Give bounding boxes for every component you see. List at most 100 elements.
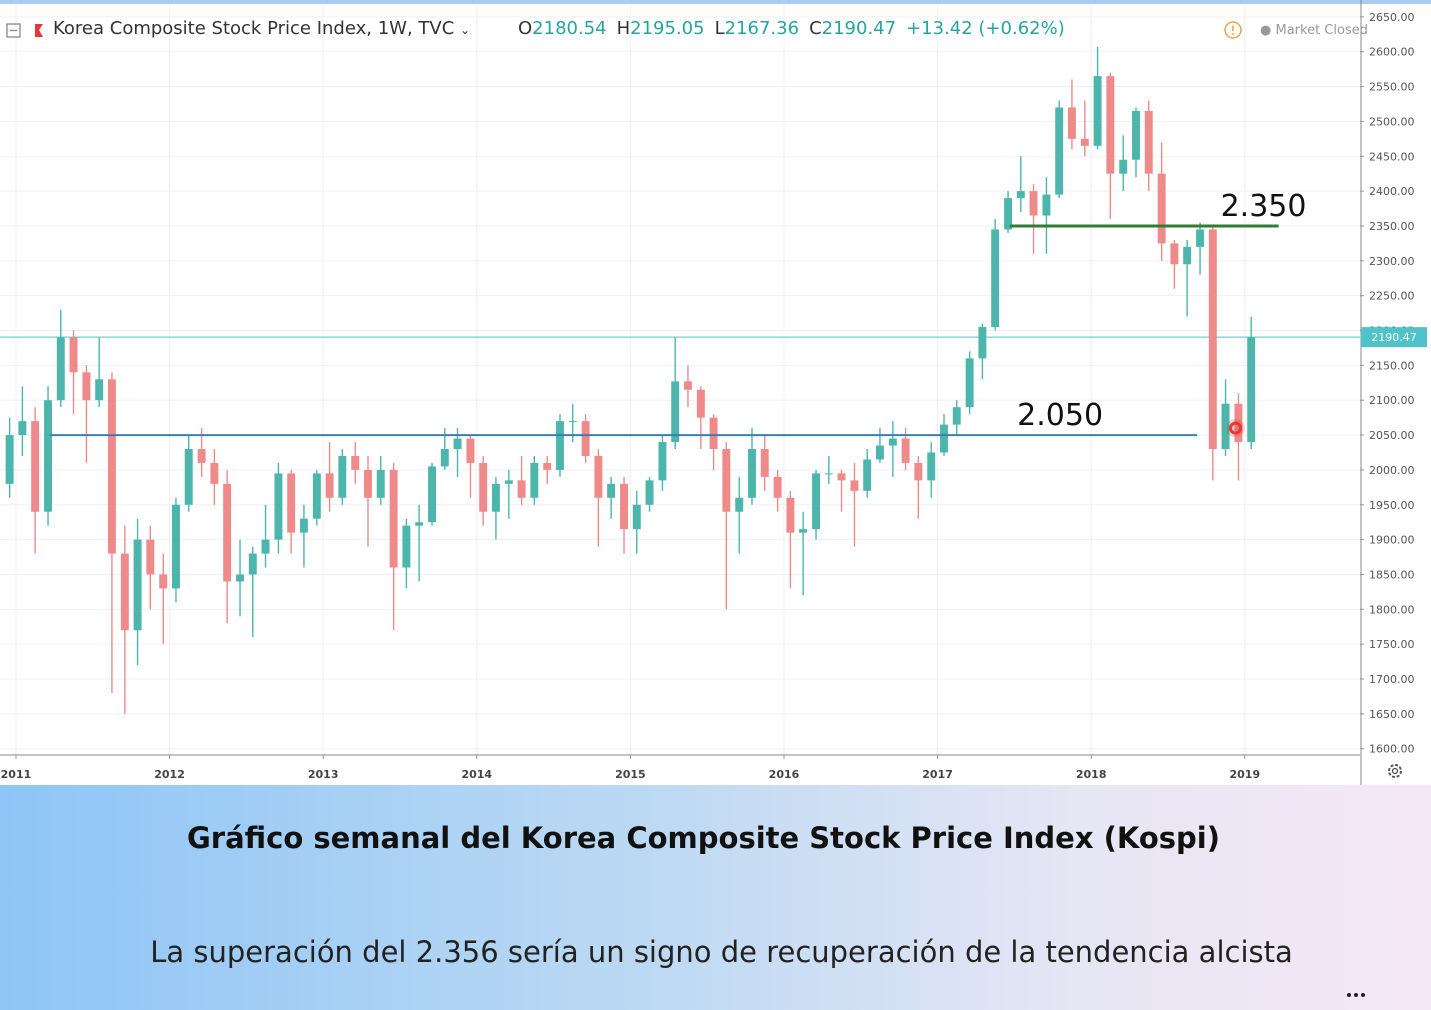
candle-body: [1132, 110, 1140, 160]
y-tick-label: 2600.00: [1369, 46, 1415, 59]
candle-body: [1208, 229, 1217, 450]
y-tick-label: 2450.00: [1369, 150, 1415, 163]
candle-body: [722, 449, 731, 512]
candle-body: [927, 452, 936, 481]
y-tick-label: 1900.00: [1369, 534, 1415, 547]
candle-body: [18, 421, 27, 436]
candle-body: [428, 466, 437, 523]
candle-body: [261, 539, 270, 554]
y-tick-label: 1650.00: [1369, 708, 1415, 721]
dropdown-caret: ⌄: [460, 23, 471, 37]
candle-body: [1067, 107, 1076, 139]
y-tick-label: 2500.00: [1369, 115, 1415, 128]
candle-body: [901, 438, 910, 463]
y-tick-label: 2300.00: [1369, 255, 1415, 268]
more-dot: [1361, 993, 1365, 997]
price-label-box: [1361, 327, 1427, 348]
more-icon[interactable]: [1345, 990, 1375, 1000]
x-tick-label: 2013: [308, 768, 339, 781]
x-tick-label: 2012: [154, 768, 185, 781]
market-status: ● Market Closed: [1260, 23, 1368, 38]
candle-body: [671, 381, 680, 443]
y-tick-label: 1800.00: [1369, 603, 1415, 616]
y-tick-label: 1950.00: [1369, 499, 1415, 512]
candle-body: [735, 497, 744, 512]
candle-body: [875, 445, 884, 460]
caption-subtitle: La superación del 2.356 sería un signo d…: [150, 935, 1293, 969]
candle-body: [159, 574, 168, 589]
y-tick-label: 2350.00: [1369, 220, 1415, 233]
symbol-text: Korea Composite Stock Price Index, 1W, T…: [53, 18, 455, 39]
caption-title: Gráfico semanal del Korea Composite Stoc…: [187, 821, 1220, 855]
candle-body: [236, 574, 244, 582]
candle-body: [504, 480, 513, 484]
y-tick-label: 2550.00: [1369, 81, 1415, 94]
y-tick-label: 1850.00: [1369, 568, 1415, 581]
candle-body: [1055, 107, 1064, 195]
candle-body: [1247, 337, 1256, 443]
candle-body: [31, 421, 40, 512]
candle-body: [683, 381, 692, 390]
candle-body: [223, 483, 232, 582]
candle-body: [56, 337, 65, 401]
settings-hub: [1391, 767, 1399, 775]
candle-body: [1196, 229, 1205, 247]
candle-body: [709, 417, 718, 450]
candle-body: [620, 483, 629, 530]
candle-body: [351, 455, 360, 470]
symbol-name[interactable]: Korea Composite Stock Price Index, 1W, T…: [53, 18, 470, 39]
collapse-icon[interactable]: [6, 23, 21, 38]
candle-body: [82, 372, 91, 401]
y-tick-label: 2650.00: [1369, 11, 1415, 24]
y-tick-label: 1700.00: [1369, 673, 1415, 686]
candle-body: [696, 389, 705, 418]
status-icon: [1224, 21, 1242, 39]
candle-body: [914, 462, 923, 481]
ohlc-value: 2195.05: [630, 18, 705, 39]
header-icons: [6, 23, 43, 38]
candle-body: [1119, 159, 1128, 174]
candle-body: [133, 539, 142, 631]
x-tick-label: 2016: [769, 768, 800, 781]
candle-body: [888, 438, 897, 446]
ohlc-value: 2180.54: [532, 18, 607, 39]
y-tick-label: 1600.00: [1369, 743, 1415, 756]
y-tick-label: 2050.00: [1369, 429, 1415, 442]
market-status-text: Market Closed: [1275, 23, 1368, 38]
candle-body: [1221, 403, 1230, 450]
level-label: 2.050: [1017, 398, 1103, 433]
candle-body: [658, 442, 667, 481]
x-tick-label: 2018: [1076, 768, 1107, 781]
status-dot: [1232, 33, 1234, 35]
candle-body: [287, 473, 296, 533]
candle-body: [1157, 173, 1166, 244]
top-strip: [0, 0, 1431, 4]
more-dot: [1347, 993, 1351, 997]
candle-body: [978, 327, 987, 359]
symbol-flag: [35, 24, 43, 37]
candle-body: [1029, 191, 1038, 216]
y-tick-label: 2250.00: [1369, 290, 1415, 303]
candle-body: [824, 473, 833, 475]
candle-body: [1093, 76, 1102, 146]
candle-body: [210, 462, 219, 484]
candle-body: [146, 539, 155, 575]
candle-body: [120, 553, 129, 631]
candle-body: [850, 480, 859, 491]
y-tick-label: 2150.00: [1369, 359, 1415, 372]
candle-body: [274, 473, 283, 540]
status-circle: [1224, 21, 1242, 39]
marker: [1229, 421, 1243, 435]
candle-body: [812, 473, 821, 530]
settings-icon[interactable]: [1388, 764, 1402, 778]
ohlc-key: O: [518, 18, 533, 39]
candle-body: [863, 459, 872, 491]
candle-body: [325, 473, 334, 498]
candle-body: [466, 438, 475, 463]
candle-body: [991, 229, 1000, 328]
candle-body: [312, 473, 321, 519]
candle-body: [799, 529, 808, 533]
candle-body: [517, 480, 526, 498]
candle-body: [479, 462, 488, 512]
candle-body: [1106, 76, 1115, 174]
